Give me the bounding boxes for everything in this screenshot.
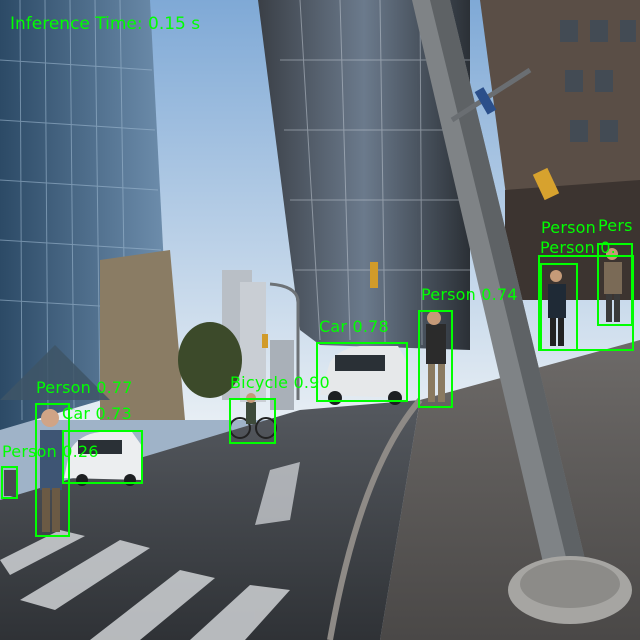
traffic-light xyxy=(370,262,378,288)
detection-box-person xyxy=(1,466,18,499)
detection-box-person xyxy=(35,403,70,537)
crosswalk xyxy=(0,530,290,640)
pedestrian-far-right xyxy=(604,262,622,294)
pedestrian-left xyxy=(40,430,62,490)
pedestrian-right xyxy=(548,284,566,318)
detection-label: Person 0.74 xyxy=(421,285,518,304)
center-tower xyxy=(258,0,470,350)
inference-time-label: Inference Time: 0.15 s xyxy=(10,14,201,34)
detection-box-car xyxy=(316,342,408,402)
detection-label: Person 0.26 xyxy=(2,442,99,461)
detection-label: Bicycle 0.90 xyxy=(230,373,330,392)
detection-box-car xyxy=(62,430,143,484)
detection-box-bicycle xyxy=(229,398,276,444)
tree xyxy=(178,322,242,398)
detection-box-person xyxy=(418,310,453,408)
detection-label: Person 0.77 xyxy=(36,378,133,397)
road xyxy=(0,400,420,640)
left-low-building xyxy=(100,250,185,420)
detection-label: Pers xyxy=(598,216,633,235)
detection-box-person xyxy=(538,255,634,351)
detection-label: Person 0. xyxy=(540,238,616,257)
detection-label: Car 0.73 xyxy=(62,404,132,423)
detection-box-person xyxy=(597,243,633,326)
detection-label: Car 0.78 xyxy=(319,317,389,336)
pedestrian-center xyxy=(426,324,446,364)
pedestrian-far-left xyxy=(4,470,16,496)
detection-label: Person xyxy=(541,218,596,237)
